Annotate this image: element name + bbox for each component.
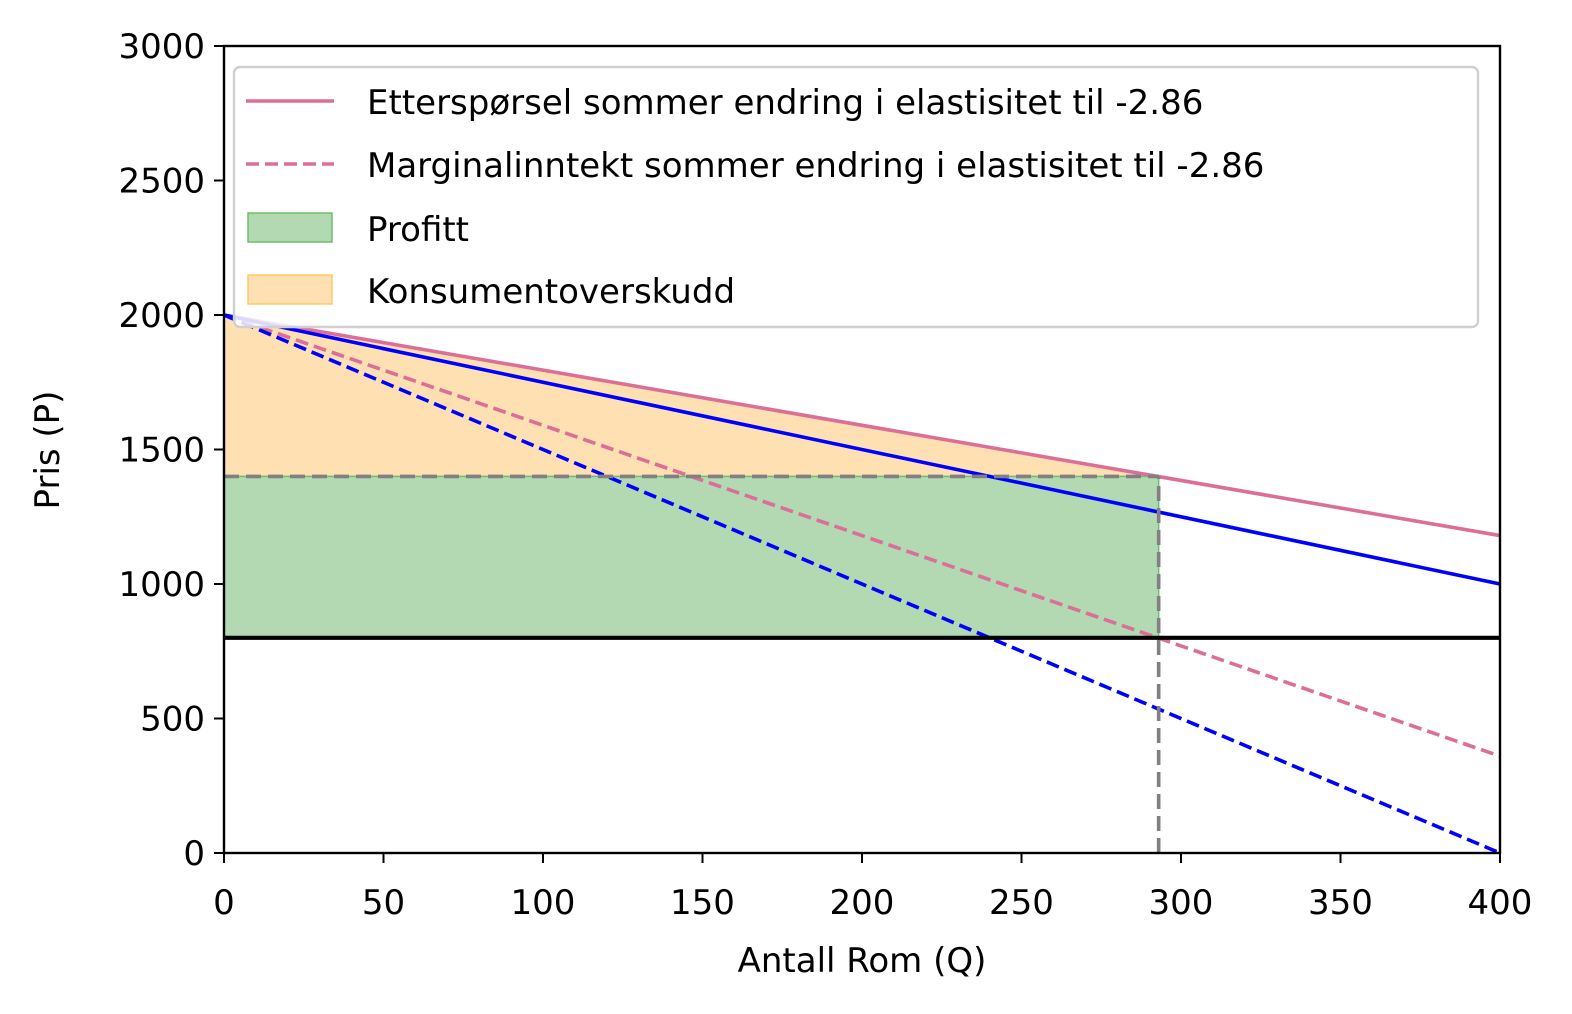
series-lines [223, 313, 1501, 855]
x-tick-label: 300 [1149, 883, 1214, 923]
legend-consumer-surplus-swatch [247, 274, 333, 305]
legend-profit-swatch [247, 212, 333, 243]
x-axis-ticks: 0 50 100 150 200 250 300 350 400 [213, 853, 1532, 923]
profit-area [223, 475, 1160, 639]
legend-demand-label: Etterspørsel sommer endring i elastisite… [367, 83, 1203, 123]
y-tick-label: 500 [140, 700, 205, 740]
x-tick-label: 150 [670, 883, 735, 923]
x-tick-label: 0 [213, 883, 235, 923]
marginal-revenue-line-original [223, 313, 1501, 855]
y-tick-label: 1000 [118, 565, 205, 605]
legend-marginal-revenue-label: Marginalinntekt sommer endring i elastis… [367, 146, 1264, 186]
legend-consumer-surplus-label: Konsumentoverskudd [367, 272, 735, 312]
y-axis-label: Pris (P) [28, 391, 68, 510]
y-tick-label: 2000 [118, 296, 205, 336]
y-tick-label: 3000 [118, 27, 205, 67]
demand-line-summer [223, 313, 1501, 538]
legend: Etterspørsel sommer endring i elastisite… [232, 65, 1480, 329]
y-axis-ticks: 0 500 1000 1500 2000 2500 3000 [118, 27, 224, 874]
marginal-revenue-line-summer [223, 313, 1501, 758]
y-tick-label: 1500 [118, 431, 205, 471]
legend-box [232, 65, 1480, 329]
legend-profit-label: Profitt [367, 210, 469, 250]
x-axis-label: Antall Rom (Q) [738, 941, 987, 981]
x-tick-label: 250 [989, 883, 1054, 923]
x-tick-label: 400 [1468, 883, 1533, 923]
y-tick-label: 0 [183, 834, 205, 874]
demand-line-original [223, 313, 1501, 586]
x-tick-label: 350 [1308, 883, 1373, 923]
y-tick-label: 2500 [118, 162, 205, 202]
x-tick-label: 100 [511, 883, 576, 923]
x-tick-label: 50 [362, 883, 405, 923]
guide-lines [224, 474, 1161, 853]
x-tick-label: 200 [830, 883, 895, 923]
